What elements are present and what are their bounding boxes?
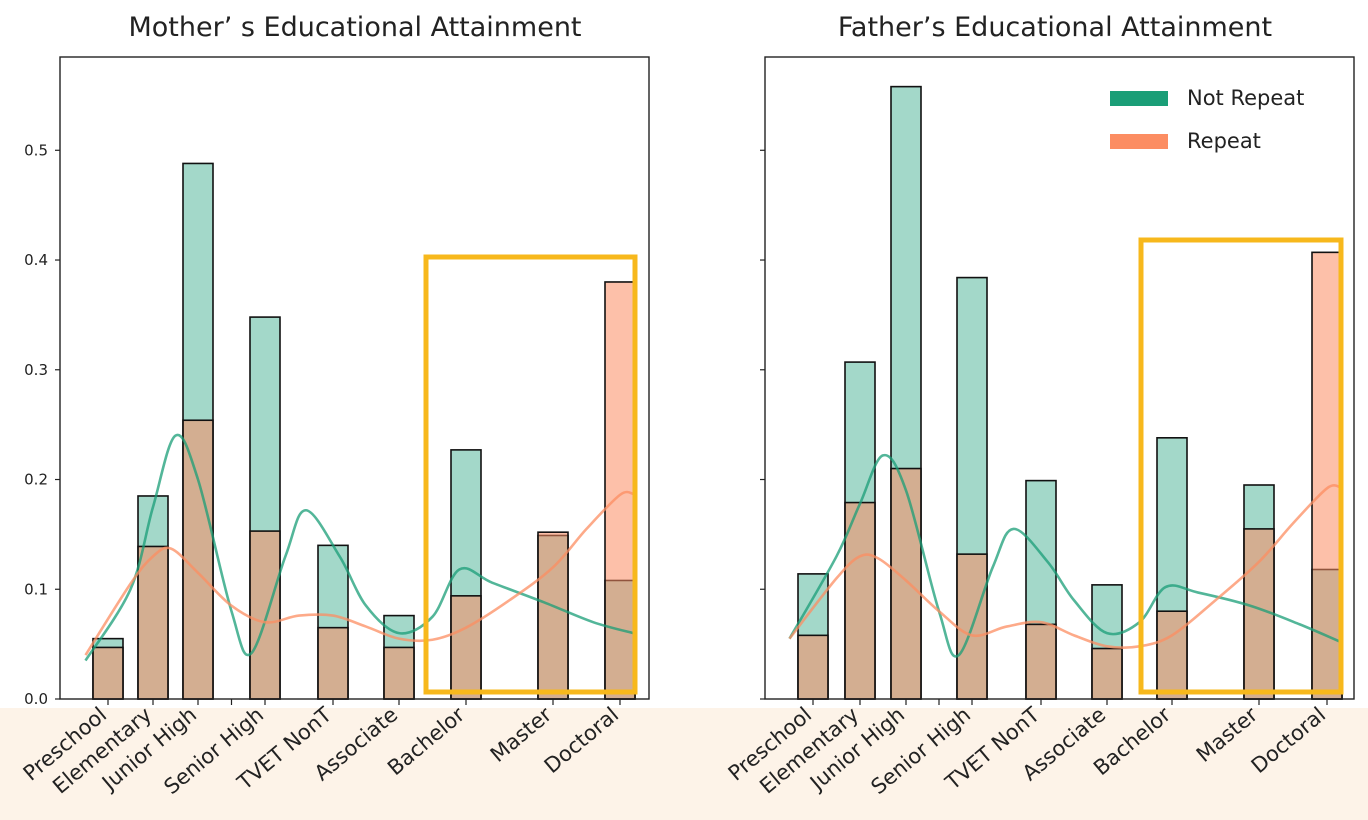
highlight-box — [423, 254, 638, 695]
legend-label: Repeat — [1187, 129, 1261, 153]
y-tick-label: 0.3 — [24, 361, 48, 379]
bar-repeat — [537, 531, 569, 700]
plot-frame — [764, 56, 1355, 700]
bar-repeat — [92, 646, 124, 700]
bar-repeat — [249, 530, 281, 700]
y-tick-label: 0.0 — [24, 690, 48, 708]
bar-repeat — [182, 419, 214, 700]
y-tick-label: 0.1 — [24, 580, 48, 598]
x-tick-label: Doctoral — [1247, 702, 1331, 778]
highlight-box — [1138, 237, 1344, 695]
legend: Not Repeat Repeat — [1110, 86, 1304, 153]
bar-repeat — [383, 646, 415, 700]
bar-repeat — [450, 595, 482, 700]
y-tick-label: 0.5 — [24, 141, 48, 159]
legend-swatch — [1110, 134, 1168, 149]
y-tick-label: 0.4 — [24, 251, 48, 269]
chart-title: Father’s Educational Attainment — [838, 12, 1272, 43]
bar-repeat — [1311, 251, 1343, 700]
bar-repeat — [844, 501, 876, 700]
bar-repeat — [604, 281, 636, 700]
kde-line-repeat — [788, 484, 1341, 649]
legend-swatch — [1110, 91, 1168, 106]
chart-panel-1: Mother’ s Educational Attainment 0.0 0.1 0.… — [19, 12, 650, 799]
bar-repeat — [797, 634, 829, 700]
kde-line-not-repeat — [788, 453, 1342, 658]
bar-repeat — [1025, 623, 1057, 700]
bar-repeat — [1243, 528, 1275, 700]
legend-label: Not Repeat — [1187, 86, 1304, 110]
x-tick-label: Doctoral — [540, 702, 624, 778]
kde-line-not-repeat — [84, 433, 634, 662]
chart-title: Mother’ s Educational Attainment — [128, 12, 581, 43]
kde-line-repeat — [84, 490, 634, 656]
tick-label-band — [0, 708, 1368, 820]
bar-repeat — [317, 626, 349, 700]
y-tick-label: 0.2 — [24, 471, 48, 489]
bar-repeat — [890, 467, 922, 700]
chart-panel-2: Father’s Educational AttainmentPreschool… — [724, 12, 1355, 799]
plot-frame — [59, 56, 650, 700]
bar-repeat — [1156, 610, 1188, 700]
bar-repeat — [1091, 647, 1123, 700]
